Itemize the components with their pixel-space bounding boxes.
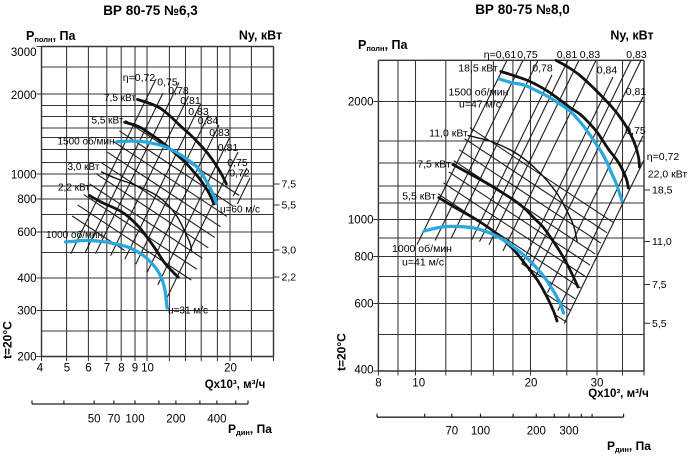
svg-text:5,5 кВт: 5,5 кВт	[402, 191, 436, 203]
svg-text:22,0 кВт: 22,0 кВт	[648, 169, 688, 181]
svg-text:η=0,61: η=0,61	[484, 49, 517, 61]
svg-text:0,75: 0,75	[625, 125, 646, 137]
svg-text:u=47 м/с: u=47 м/с	[459, 99, 501, 111]
svg-text:1000: 1000	[348, 215, 374, 227]
svg-text:η=0,72: η=0,72	[123, 72, 156, 84]
svg-text:50: 50	[88, 414, 101, 426]
svg-text:0,84: 0,84	[198, 115, 219, 127]
svg-text:0,78: 0,78	[532, 63, 553, 75]
svg-text:0,75: 0,75	[157, 77, 178, 89]
svg-text:100: 100	[471, 426, 490, 438]
svg-text:0,78: 0,78	[168, 85, 189, 97]
svg-text:ВР 80-75 №8,0: ВР 80-75 №8,0	[475, 2, 570, 17]
svg-text:30: 30	[591, 378, 604, 390]
svg-text:0,75: 0,75	[517, 49, 538, 61]
svg-text:300: 300	[559, 426, 578, 438]
svg-text:70: 70	[108, 414, 121, 426]
svg-text:100: 100	[125, 414, 144, 426]
svg-text:1500 об/мин: 1500 об/мин	[57, 135, 114, 147]
svg-text:0,81: 0,81	[626, 86, 647, 98]
svg-text:0,81: 0,81	[557, 49, 578, 61]
svg-text:20: 20	[224, 363, 237, 375]
svg-text:5: 5	[64, 363, 70, 375]
svg-text:8: 8	[375, 378, 381, 390]
svg-text:800: 800	[17, 194, 36, 206]
svg-text:18,5 кВт: 18,5 кВт	[458, 63, 498, 75]
svg-text:300: 300	[17, 306, 36, 318]
svg-text:600: 600	[17, 227, 36, 239]
svg-text:0,83: 0,83	[626, 49, 647, 61]
svg-text:7,5: 7,5	[652, 279, 667, 291]
svg-text:0,83: 0,83	[209, 127, 230, 139]
svg-text:2,2 кВт: 2,2 кВт	[58, 183, 90, 194]
svg-text:7,5: 7,5	[282, 179, 297, 191]
svg-text:Qx10³, м³/ч: Qx10³, м³/ч	[588, 388, 649, 400]
svg-text:7: 7	[104, 363, 110, 375]
svg-text:t=20°C: t=20°C	[335, 333, 349, 371]
svg-text:u=31 м/с: u=31 м/с	[168, 306, 208, 317]
svg-text:Ny, кВт: Ny, кВт	[610, 29, 653, 43]
svg-text:1000: 1000	[11, 170, 37, 182]
svg-text:0,72: 0,72	[229, 168, 250, 180]
svg-text:1000 об/мин: 1000 об/мин	[392, 243, 452, 255]
svg-text:600: 600	[354, 299, 373, 311]
svg-text:11,0: 11,0	[652, 236, 672, 248]
svg-text:7,5 кВт: 7,5 кВт	[417, 159, 451, 171]
svg-text:18,5: 18,5	[652, 185, 673, 197]
svg-text:2000: 2000	[348, 97, 374, 109]
svg-text:0,84: 0,84	[597, 65, 618, 77]
svg-text:η=0,72: η=0,72	[647, 151, 680, 163]
svg-text:Pдин, Па: Pдин, Па	[607, 439, 651, 454]
svg-text:400: 400	[17, 273, 36, 285]
svg-text:3,0 кВт: 3,0 кВт	[68, 162, 100, 173]
svg-text:400: 400	[354, 365, 373, 377]
svg-text:70: 70	[445, 426, 458, 438]
svg-text:3000: 3000	[11, 47, 37, 59]
svg-text:200: 200	[166, 414, 185, 426]
svg-text:1500 об/мин: 1500 об/мин	[449, 87, 509, 99]
svg-text:0,83: 0,83	[188, 106, 209, 118]
svg-text:200: 200	[527, 426, 546, 438]
svg-text:7,5 кВт: 7,5 кВт	[104, 93, 136, 104]
svg-text:9: 9	[132, 363, 138, 375]
svg-text:800: 800	[354, 252, 373, 264]
svg-text:3,0: 3,0	[282, 245, 297, 257]
svg-text:Ny, кВт: Ny, кВт	[239, 29, 282, 43]
svg-text:0,81: 0,81	[180, 95, 201, 107]
svg-text:4: 4	[37, 363, 44, 375]
svg-text:5,5 кВт: 5,5 кВт	[92, 116, 124, 127]
svg-text:0,81: 0,81	[218, 142, 239, 154]
svg-text:0,75: 0,75	[227, 157, 248, 169]
svg-text:2,2: 2,2	[282, 272, 297, 284]
svg-text:10: 10	[141, 363, 154, 375]
svg-text:20: 20	[525, 378, 538, 390]
svg-text:1000 об/мин: 1000 об/мин	[46, 229, 103, 241]
svg-text:8: 8	[118, 363, 124, 375]
svg-text:10: 10	[412, 378, 425, 390]
svg-text:6: 6	[85, 363, 91, 375]
svg-text:Pдин, Па: Pдин, Па	[228, 422, 272, 437]
svg-text:Qx10³, м³/ч: Qx10³, м³/ч	[205, 379, 266, 391]
svg-text:200: 200	[17, 352, 36, 364]
svg-text:400: 400	[207, 414, 226, 426]
svg-text:11,0 кВт: 11,0 кВт	[429, 128, 468, 140]
svg-text:5,5: 5,5	[282, 200, 297, 212]
svg-text:2000: 2000	[11, 90, 37, 102]
svg-text:t=20°C: t=20°C	[1, 321, 15, 359]
svg-text:u=60 м/с: u=60 м/с	[220, 205, 260, 216]
svg-text:ВР 80-75 №6,3: ВР 80-75 №6,3	[103, 3, 198, 18]
svg-text:0,83: 0,83	[580, 49, 601, 61]
svg-text:5,5: 5,5	[652, 318, 667, 330]
svg-text:u=41 м/с: u=41 м/с	[402, 257, 444, 269]
